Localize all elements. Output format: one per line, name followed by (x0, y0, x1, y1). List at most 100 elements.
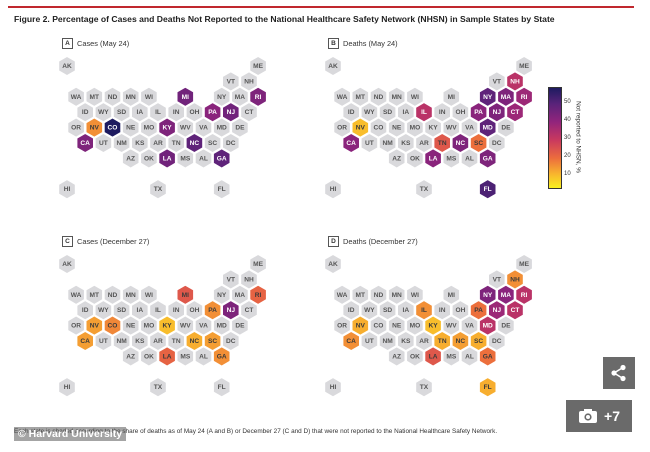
state-hex-in (167, 102, 185, 123)
state-hex-il (149, 102, 167, 123)
state-label-or: OR (71, 125, 81, 132)
state-hex-co (369, 315, 388, 336)
hex-map-panel-d: AK ME VT NH WA MT ND MN WI MI NY MA RI ID WY SD IA IL IN OH… (324, 253, 533, 398)
state-label-vt: VT (493, 78, 501, 85)
state-hex-mt (85, 284, 104, 305)
share-button[interactable] (603, 357, 635, 389)
state-label-nd: ND (108, 94, 118, 101)
state-hex-in (433, 102, 451, 123)
state-label-mo: MO (410, 125, 421, 132)
state-hex-wi (406, 284, 424, 305)
state-hex-ms (176, 346, 195, 367)
state-label-va: VA (199, 125, 208, 132)
state-hex-nv (351, 315, 370, 336)
hex-map-panel-b: AK ME VT NH WA MT ND MN WI MI NY MA RI ID WY SD IA IL IN OH… (324, 55, 533, 200)
state-label-az: AZ (392, 155, 401, 162)
state-label-de: DE (235, 125, 245, 132)
state-label-ms: MS (446, 353, 456, 360)
state-hex-va (460, 315, 479, 336)
state-label-ak: AK (62, 63, 72, 70)
state-hex-al (460, 346, 479, 367)
state-hex-va (194, 117, 213, 138)
state-hex-md (478, 117, 497, 138)
state-hex-ks (397, 330, 415, 352)
state-hex-ok (140, 148, 158, 169)
state-hex-in (167, 300, 185, 321)
state-hex-ar (415, 330, 433, 352)
state-hex-az (387, 346, 406, 367)
state-hex-ga (478, 148, 497, 169)
state-label-ar: AR (153, 140, 163, 147)
state-label-co: CO (108, 323, 118, 330)
panel-label-a: A Cases (May 24) (62, 38, 129, 49)
state-hex-de (231, 117, 249, 138)
state-label-me: ME (519, 63, 529, 70)
state-hex-la (424, 148, 442, 169)
state-hex-me (249, 55, 267, 77)
state-hex-vt (488, 269, 506, 290)
state-label-tx: TX (420, 186, 429, 193)
state-label-me: ME (253, 63, 263, 70)
state-label-mn: MN (126, 292, 136, 299)
state-label-wa: WA (71, 292, 82, 299)
state-hex-ms (176, 148, 195, 169)
state-hex-mn (121, 86, 140, 107)
state-hex-nd (369, 284, 388, 305)
state-label-ut: UT (365, 140, 374, 147)
gallery-button[interactable]: +7 (566, 400, 632, 432)
state-label-nj: NJ (493, 307, 502, 314)
state-hex-md (212, 315, 231, 336)
state-label-wi: WI (411, 94, 419, 101)
state-label-pa: PA (208, 109, 217, 116)
state-label-wi: WI (145, 292, 153, 299)
state-label-ca: CA (80, 338, 90, 345)
state-label-ma: MA (235, 94, 245, 101)
state-label-ks: KS (135, 140, 145, 147)
state-label-ok: OK (144, 155, 154, 162)
panel-letter: B (328, 38, 339, 49)
state-hex-co (103, 315, 122, 336)
state-hex-nm (112, 132, 131, 154)
state-hex-ct (506, 300, 524, 321)
state-hex-mi (442, 284, 461, 305)
state-label-hi: HI (64, 186, 71, 193)
state-hex-mo (406, 117, 424, 138)
state-hex-ri (249, 86, 267, 107)
state-label-ny: NY (217, 292, 227, 299)
state-label-ne: NE (126, 125, 136, 132)
state-label-pa: PA (208, 307, 217, 314)
legend-title: Not reported to NHSN, % (574, 101, 582, 173)
state-label-nh: NH (244, 78, 254, 85)
state-label-md: MD (483, 323, 493, 330)
state-hex-va (194, 315, 213, 336)
state-hex-hi (324, 179, 342, 200)
state-label-tx: TX (420, 384, 429, 391)
state-label-or: OR (71, 323, 81, 330)
state-hex-tn (167, 330, 185, 352)
state-label-ri: RI (521, 94, 528, 101)
state-hex-nc (451, 330, 470, 352)
legend-colorbar (548, 87, 562, 189)
state-label-in: IN (439, 109, 446, 116)
state-hex-fl (212, 377, 231, 398)
state-label-ia: IA (403, 307, 410, 314)
state-hex-oh (185, 300, 204, 321)
state-label-mo: MO (144, 125, 155, 132)
state-hex-ar (149, 132, 167, 154)
state-hex-ia (397, 102, 415, 123)
state-label-tn: TN (438, 140, 447, 147)
state-hex-wi (140, 86, 158, 107)
state-label-ms: MS (446, 155, 456, 162)
state-label-pa: PA (474, 307, 483, 314)
state-hex-mi (176, 86, 195, 107)
state-label-tn: TN (172, 338, 181, 345)
state-hex-ne (121, 315, 140, 336)
state-hex-nv (85, 315, 104, 336)
state-label-ne: NE (392, 125, 402, 132)
state-label-ga: GA (483, 155, 493, 162)
state-label-fl: FL (484, 186, 492, 193)
state-hex-mn (387, 284, 406, 305)
state-hex-wy (360, 300, 379, 321)
panel-title: Deaths (May 24) (343, 39, 398, 48)
state-label-vt: VT (493, 276, 501, 283)
